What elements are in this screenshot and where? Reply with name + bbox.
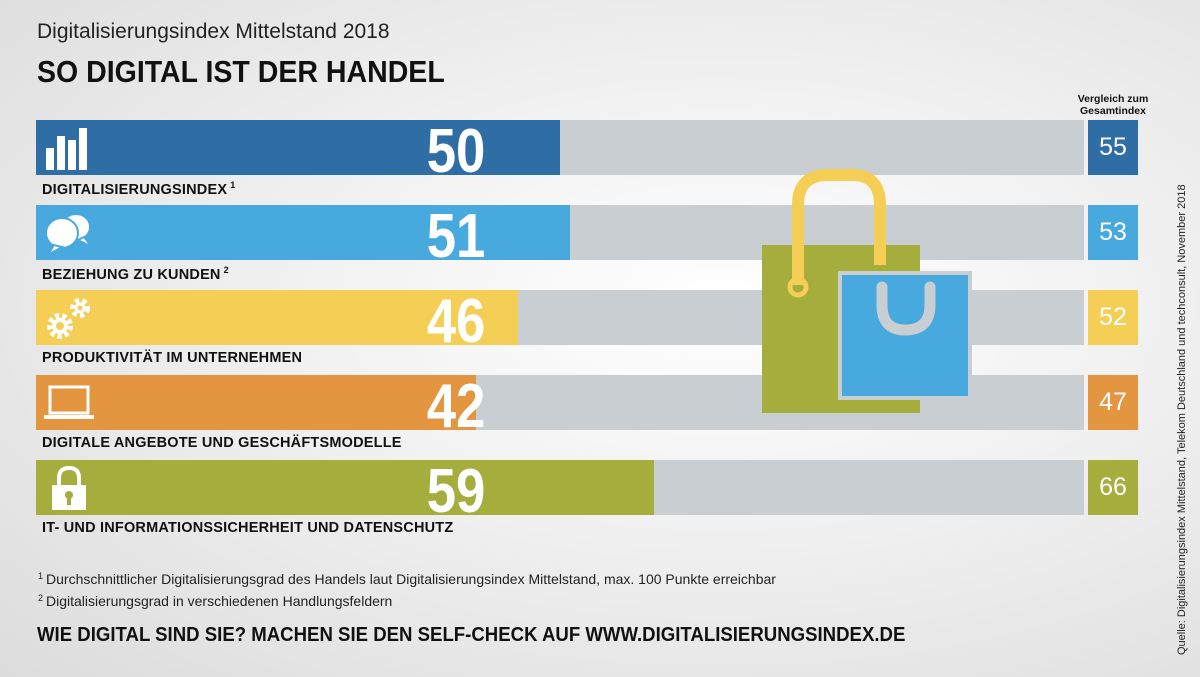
bar-chart-icon (44, 126, 94, 170)
comparison-value: 52 (1088, 290, 1138, 345)
category-text: BEZIEHUNG ZU KUNDEN (42, 267, 221, 283)
bar-fill (36, 290, 519, 345)
bar-label: DIGITALE ANGEBOTE UND GESCHÄFTSMODELLE (42, 435, 402, 451)
gears-icon (44, 296, 94, 340)
bar-track: 50 (36, 117, 1084, 186)
bar-fill (36, 460, 655, 515)
bar-fill (36, 205, 571, 260)
footnote-text: Durchschnittlicher Digitalisierungsgrad … (46, 571, 776, 587)
bar-label: DIGITALISIERUNGSINDEX 1 (42, 180, 235, 198)
shopping-bags-illustration (762, 169, 972, 413)
category-text: DIGITALE ANGEBOTE UND GESCHÄFTSMODELLE (42, 435, 402, 451)
bar-label: BEZIEHUNG ZU KUNDEN 2 (42, 265, 229, 283)
comparison-value: 53 (1088, 205, 1138, 260)
category-text: PRODUKTIVITÄT IM UNTERNEHMEN (42, 350, 303, 366)
footnote-2: 2 Digitalisierungsgrad in verschiedenen H… (38, 593, 392, 609)
footnote-mark: 1 (38, 571, 44, 581)
subtitle: Digitalisierungsindex Mittelstand 2018 (37, 20, 390, 43)
comparison-value: 66 (1088, 460, 1138, 515)
bar-value: 51 (426, 202, 486, 271)
call-to-action: WIE DIGITAL SIND SIE? MACHEN SIE DEN SEL… (37, 624, 906, 646)
bar-fill (36, 120, 560, 175)
bar-value: 59 (426, 457, 486, 526)
footnote-1: 1 Durchschnittlicher Digitalisierungsgrad… (38, 571, 776, 587)
speech-bubbles-icon (44, 211, 94, 258)
bar-fill (36, 375, 477, 430)
footnote-mark: 1 (230, 180, 236, 190)
category-text: DIGITALISIERUNGSINDEX (42, 182, 228, 198)
comparison-value: 47 (1088, 375, 1138, 430)
page-title: SO DIGITAL IST DER HANDEL (37, 54, 445, 89)
comparison-header: Vergleich zum Gesamtindex (1077, 93, 1149, 117)
bar-value: 42 (426, 372, 486, 441)
bar-value: 50 (426, 117, 486, 186)
bar-value: 46 (426, 287, 486, 356)
category-text: IT- UND INFORMATIONSSICHERHEIT UND DATEN… (42, 520, 454, 536)
bar-track: 59 (36, 457, 1084, 526)
footnote-mark: 2 (38, 593, 44, 603)
bar-label: PRODUKTIVITÄT IM UNTERNEHMEN (42, 350, 302, 366)
bar-label: IT- UND INFORMATIONSSICHERHEIT UND DATEN… (42, 520, 453, 536)
footnote-text: Digitalisierungsgrad in verschiedenen Ha… (46, 593, 393, 609)
comparison-value: 55 (1088, 120, 1138, 175)
laptop-icon (44, 381, 94, 425)
footnote-mark: 2 (223, 265, 229, 275)
padlock-icon (44, 465, 94, 510)
source-note: Quelle: Digitalisierungsindex Mittelstan… (1176, 184, 1188, 655)
